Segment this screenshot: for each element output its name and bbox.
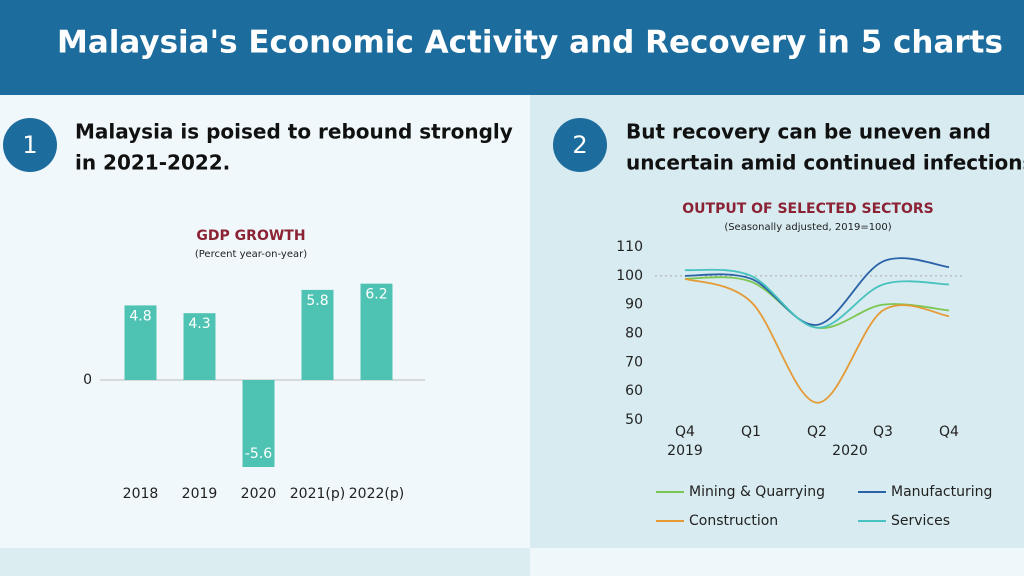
x-group-label: 2020 bbox=[832, 443, 868, 459]
y-tick-label: 70 bbox=[625, 354, 643, 370]
panel-heading: in 2021-2022. bbox=[75, 151, 230, 175]
legend-label: Construction bbox=[689, 513, 778, 529]
bar bbox=[124, 305, 157, 380]
badge bbox=[3, 118, 57, 172]
x-tick-label: Q3 bbox=[873, 424, 893, 440]
x-tick-label: Q4 bbox=[675, 424, 695, 440]
footer-strip bbox=[530, 548, 1024, 576]
header-title: Malaysia's Economic Activity and Recover… bbox=[57, 25, 1003, 61]
panel-heading: Malaysia is poised to rebound strongly bbox=[75, 120, 513, 144]
bar bbox=[360, 283, 393, 380]
bar bbox=[301, 289, 334, 380]
legend-label: Mining & Quarrying bbox=[689, 484, 825, 500]
value-label: 4.3 bbox=[188, 316, 210, 332]
series-line bbox=[684, 277, 950, 404]
value-label: 4.8 bbox=[129, 308, 151, 324]
x-tick-label: 2020 bbox=[241, 486, 277, 502]
chart-title: OUTPUT OF SELECTED SECTORS bbox=[682, 201, 933, 217]
x-group-label: 2019 bbox=[667, 443, 703, 459]
x-tick-label: Q4 bbox=[939, 424, 959, 440]
legend-label: Services bbox=[891, 513, 950, 529]
bar bbox=[183, 313, 216, 380]
badge-number: 2 bbox=[572, 131, 587, 159]
x-tick-label: 2019 bbox=[182, 486, 218, 502]
panel-heading: But recovery can be uneven and bbox=[626, 120, 991, 144]
chart-subtitle: (Seasonally adjusted, 2019=100) bbox=[724, 222, 891, 233]
value-label: -5.6 bbox=[245, 446, 272, 462]
chart-subtitle: (Percent year-on-year) bbox=[195, 249, 307, 260]
value-label: 6.2 bbox=[365, 287, 387, 303]
y-tick-label: 80 bbox=[625, 326, 643, 342]
series-line bbox=[684, 257, 950, 326]
right-panel bbox=[530, 95, 1024, 576]
y-tick-label: 60 bbox=[625, 383, 643, 399]
chart-title: GDP GROWTH bbox=[196, 228, 305, 244]
header-bar bbox=[0, 0, 1024, 95]
y-tick-label: 110 bbox=[616, 239, 643, 255]
x-tick-label: 2021(p) bbox=[290, 486, 345, 502]
value-label: 5.8 bbox=[306, 293, 328, 309]
series-line bbox=[684, 268, 950, 329]
x-tick-label: 2022(p) bbox=[349, 486, 404, 502]
x-tick-label: Q1 bbox=[741, 424, 761, 440]
y-tick-label: 90 bbox=[625, 297, 643, 313]
bar bbox=[242, 380, 275, 468]
x-tick-label: Q2 bbox=[807, 424, 827, 440]
badge bbox=[553, 118, 607, 172]
y-tick-label: 50 bbox=[625, 412, 643, 428]
x-tick-label: 2018 bbox=[123, 486, 159, 502]
badge-number: 1 bbox=[22, 131, 37, 159]
y-tick-label: 0 bbox=[83, 372, 92, 388]
legend-label: Manufacturing bbox=[891, 484, 992, 500]
footer-strip bbox=[0, 548, 530, 576]
panel-heading: uncertain amid continued infections. bbox=[626, 151, 1024, 175]
y-tick-label: 100 bbox=[616, 268, 643, 284]
